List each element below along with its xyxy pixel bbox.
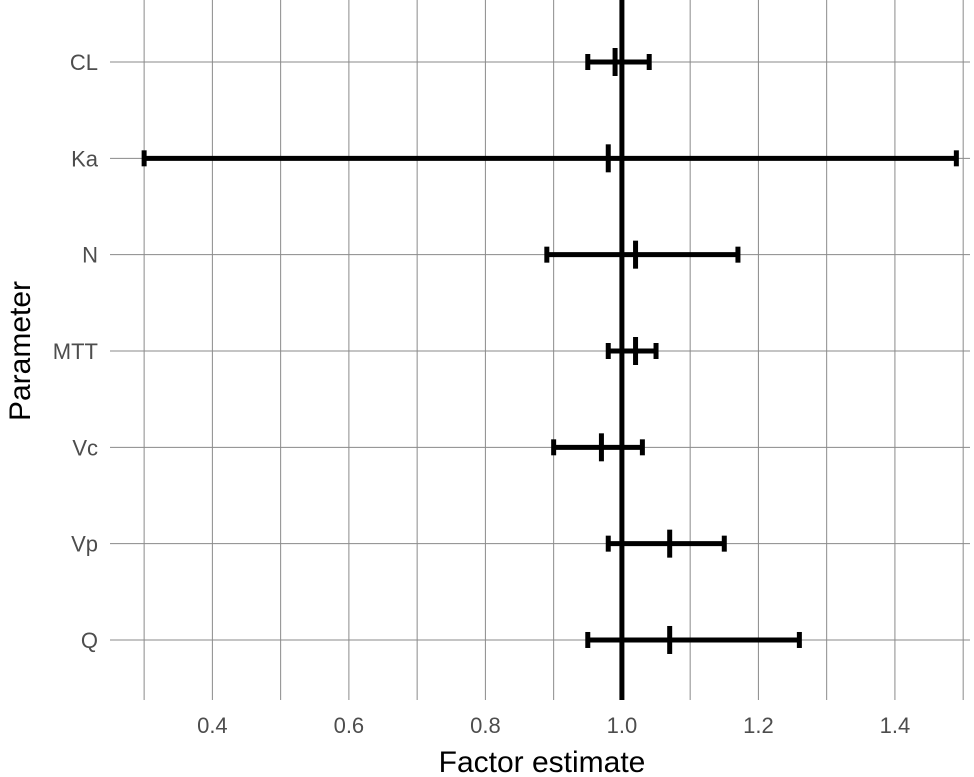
- y-tick-label: MTT: [53, 339, 98, 364]
- errorbar-mtt: [605, 336, 659, 365]
- x-tick-label: 0.6: [334, 713, 365, 738]
- errorbar-vc: [551, 433, 645, 462]
- x-tick-label: 0.4: [197, 713, 228, 738]
- errorbar-cl: [585, 48, 652, 76]
- errorbar-n: [544, 240, 741, 269]
- error-bars-layer: [141, 48, 959, 654]
- y-tick-label: N: [82, 243, 98, 268]
- grid-layer: [110, 0, 970, 700]
- y-tick-label: CL: [70, 50, 98, 75]
- x-tick-labels: 0.4 0.6 0.8 1.0 1.2 1.4: [197, 713, 910, 738]
- errorbar-q: [585, 625, 802, 654]
- y-tick-label: Q: [81, 628, 98, 653]
- y-tick-labels: CL Ka N MTT Vc Vp Q: [53, 50, 99, 653]
- x-axis-title: Factor estimate: [439, 746, 646, 777]
- x-tick-label: 1.4: [880, 713, 911, 738]
- y-tick-label: Vp: [71, 532, 98, 557]
- y-axis-title: Parameter: [4, 281, 37, 421]
- x-tick-label: 1.2: [743, 713, 774, 738]
- errorbar-ka: [141, 144, 959, 173]
- x-tick-label: 0.8: [470, 713, 501, 738]
- y-tick-label: Vc: [72, 435, 98, 460]
- y-tick-label: Ka: [71, 146, 99, 171]
- x-tick-label: 1.0: [607, 713, 638, 738]
- errorbar-vp: [605, 529, 727, 558]
